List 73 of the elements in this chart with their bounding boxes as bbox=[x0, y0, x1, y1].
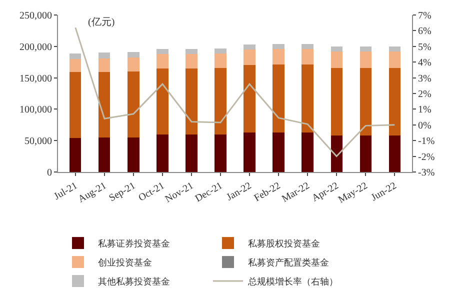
bar bbox=[330, 51, 342, 68]
bar bbox=[272, 64, 284, 132]
y2-tick-label: 0% bbox=[418, 120, 432, 132]
y2-tick-label: 5% bbox=[418, 42, 432, 53]
bar bbox=[128, 58, 140, 72]
y2-tick-label: 6% bbox=[418, 26, 432, 38]
bar bbox=[244, 132, 256, 172]
y2-tick-label: 3% bbox=[418, 73, 432, 84]
bar bbox=[302, 64, 314, 132]
legend-label: 私募股权投资基金 bbox=[248, 238, 320, 249]
bar bbox=[214, 68, 226, 134]
bar bbox=[128, 72, 140, 138]
y-tick-label: 50,000 bbox=[24, 136, 52, 148]
y-tick-label: 200,000 bbox=[20, 42, 52, 53]
bar bbox=[156, 48, 168, 54]
bar bbox=[388, 51, 400, 68]
bar bbox=[98, 137, 110, 172]
line-series bbox=[74, 26, 396, 158]
y2-tick-label: 7% bbox=[418, 10, 432, 22]
bar bbox=[244, 44, 256, 50]
y-tick-label: 100,000 bbox=[20, 104, 52, 116]
y2-tick-label: -2% bbox=[418, 152, 435, 163]
bar bbox=[388, 68, 400, 136]
y-tick-label: 150,000 bbox=[20, 73, 52, 84]
bar bbox=[186, 134, 198, 172]
y2-tick-label: -1% bbox=[418, 136, 435, 148]
bar bbox=[214, 53, 226, 68]
y2-tick-label: 2% bbox=[418, 89, 432, 100]
bar bbox=[388, 136, 400, 172]
bar bbox=[98, 72, 110, 138]
legend-label: 私募资产配置类基金 bbox=[248, 258, 329, 268]
bar bbox=[98, 58, 110, 72]
bar bbox=[330, 46, 342, 52]
legend-label: 创业投资基金 bbox=[98, 258, 152, 268]
bar bbox=[244, 65, 256, 132]
annotation: (亿元) bbox=[88, 17, 115, 28]
bar bbox=[302, 132, 314, 172]
bar bbox=[330, 136, 342, 172]
legend-label: 总规模增长率（右轴） bbox=[247, 276, 338, 287]
bar bbox=[128, 137, 140, 172]
bar bbox=[272, 48, 284, 65]
bar bbox=[70, 53, 82, 59]
y2-tick-label: 4% bbox=[418, 58, 432, 69]
bar bbox=[388, 46, 400, 52]
bar bbox=[302, 44, 314, 49]
bar bbox=[156, 134, 168, 172]
bar bbox=[70, 138, 82, 172]
bar bbox=[214, 134, 226, 172]
bar bbox=[186, 54, 198, 68]
bar bbox=[360, 51, 372, 68]
legend-label: 其他私募投资基金 bbox=[98, 276, 170, 287]
y-tick-label: 250,000 bbox=[20, 10, 52, 22]
bar bbox=[272, 132, 284, 172]
bar bbox=[360, 136, 372, 172]
y2-tick-label: -3% bbox=[418, 168, 435, 178]
bar bbox=[272, 44, 284, 49]
bar bbox=[360, 46, 372, 52]
bar bbox=[186, 48, 198, 54]
bar bbox=[98, 52, 110, 58]
bar bbox=[186, 68, 198, 134]
bar bbox=[214, 48, 226, 54]
bar bbox=[330, 68, 342, 136]
bar bbox=[128, 52, 140, 58]
bar bbox=[360, 68, 372, 136]
y2-tick-label: 1% bbox=[418, 104, 432, 116]
bar bbox=[302, 48, 314, 65]
bar bbox=[70, 72, 82, 138]
bar bbox=[156, 54, 168, 68]
bar bbox=[244, 50, 256, 66]
y-tick-label: 0 bbox=[47, 168, 52, 178]
bar bbox=[70, 58, 82, 72]
legend-label: 私募证券投资基金 bbox=[98, 238, 170, 249]
bar bbox=[156, 68, 168, 134]
